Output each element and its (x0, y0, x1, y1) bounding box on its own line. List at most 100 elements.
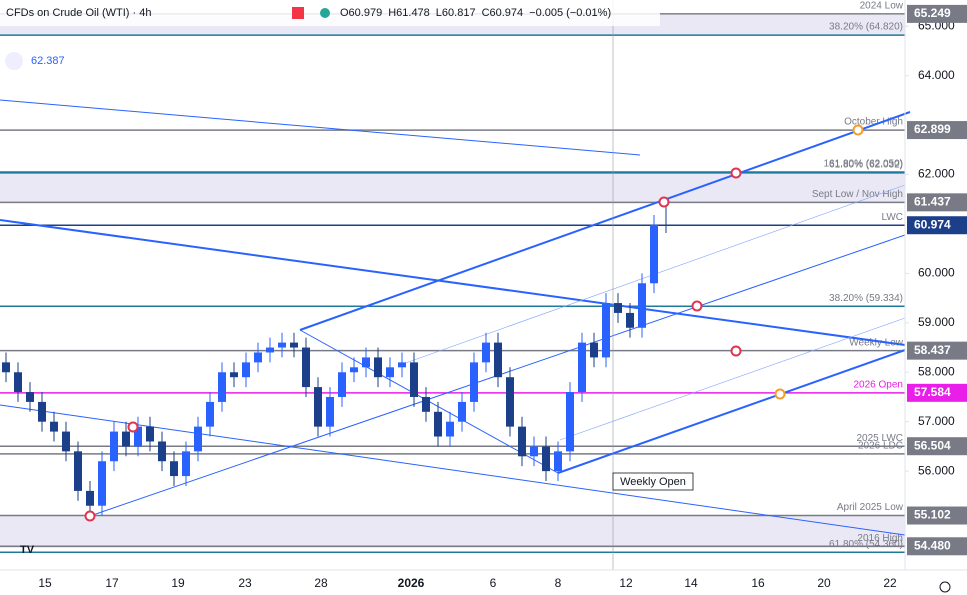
candle-body (338, 372, 346, 397)
candle-body (482, 342, 490, 363)
logo: TV (20, 544, 35, 556)
x-tick-label: 15 (38, 576, 52, 590)
price-tag (907, 4, 967, 23)
y-tick-label: 56.000 (918, 463, 955, 477)
y-tick-label: 57.000 (918, 414, 955, 428)
channel-bottom (557, 349, 906, 474)
x-tick-label: 8 (555, 576, 562, 590)
candle-body (578, 342, 586, 393)
price-tag-label: 55.102 (914, 508, 951, 522)
candle-body (398, 362, 406, 368)
candle-body (158, 441, 166, 462)
ohlc-value: −0.005 (−0.01%) (529, 7, 611, 19)
candle-body (206, 401, 214, 427)
price-tag-label: 65.249 (914, 6, 951, 20)
candle-body (410, 362, 418, 397)
y-tick-label: 64.000 (918, 68, 955, 82)
annotation: Weekly Open (620, 476, 686, 488)
level-label: Sept Low / Nov High (812, 189, 903, 200)
candle-body (386, 367, 394, 378)
candle-body (434, 411, 442, 437)
title: CFDs on Crude Oil (WTI) · 4h (6, 7, 151, 19)
ohlc-value: L60.817 (436, 7, 476, 19)
y-tick-label: 59.000 (918, 315, 955, 329)
candle-body (302, 347, 310, 388)
trendlines (0, 99, 911, 536)
candle-body (74, 451, 82, 491)
price-tag-label: 54.480 (914, 538, 951, 552)
price-tag-label: 58.437 (914, 343, 951, 357)
ohlc-value: O60.979 (340, 7, 382, 19)
price-tag (907, 437, 967, 456)
price-tag (907, 193, 967, 212)
price-tag-label: 56.504 (914, 438, 951, 452)
candle-body (458, 401, 466, 422)
candle-body (374, 357, 382, 378)
level-label: 38.20% (64.820) (829, 22, 903, 33)
candle-body (290, 342, 298, 348)
candle-body (542, 446, 550, 472)
x-tick-label: 19 (171, 576, 185, 590)
price-tag-label: 62.899 (914, 122, 951, 136)
price-tag (907, 537, 967, 556)
ohlc-value: C60.974 (482, 7, 524, 19)
zone (0, 172, 905, 203)
x-tick-label: 14 (684, 576, 698, 590)
candle-body (470, 362, 478, 402)
level-label: 61.80% (62.032) (829, 160, 903, 171)
candle-body (506, 377, 514, 427)
candle-body (62, 431, 70, 452)
price-tag (907, 506, 967, 525)
marker (730, 167, 742, 179)
price-tag (907, 121, 967, 140)
x-tick-label: 20 (817, 576, 831, 590)
candle-body (326, 396, 334, 427)
marker (658, 196, 670, 208)
marker (852, 124, 864, 136)
price-tag (907, 216, 967, 235)
level-label: October High (844, 117, 903, 128)
candle-body (254, 352, 262, 363)
candle-body (86, 490, 94, 506)
trendline (0, 219, 906, 346)
candle-body (146, 426, 154, 442)
marker (774, 388, 786, 400)
candle-body (650, 224, 658, 284)
x-tick-label: 16 (751, 576, 765, 590)
candle-body (362, 357, 370, 368)
candle-body (626, 312, 634, 328)
candle-body (182, 451, 190, 477)
price-tag-label: 61.437 (914, 195, 951, 209)
marker (84, 510, 96, 522)
candle-body (266, 347, 274, 353)
annotation-box (612, 472, 694, 491)
trendline (559, 317, 906, 441)
candle-body (662, 224, 670, 226)
candle-body (242, 362, 250, 378)
candle-body (2, 362, 10, 373)
candle-body (134, 426, 142, 447)
candle-body (26, 392, 34, 402)
level-label: 38.20% (59.334) (829, 293, 903, 304)
x-tick-label: 2026 (398, 576, 425, 590)
price-tag-label: 60.974 (914, 217, 951, 231)
x-tick-label: 17 (105, 576, 119, 590)
level-label: 2026 Open (854, 379, 904, 390)
candle-body (614, 303, 622, 313)
x-tick-label: 28 (314, 576, 328, 590)
flag (292, 7, 304, 19)
indicator-icon (5, 52, 23, 70)
x-tick-label: 12 (619, 576, 633, 590)
candle-body (14, 372, 22, 393)
candle-body (170, 461, 178, 477)
channel-top (299, 111, 911, 331)
price-tag (907, 383, 967, 402)
candle-body (38, 401, 46, 422)
candle-body (194, 426, 202, 452)
settings-icon[interactable] (939, 581, 951, 593)
candle-body (638, 283, 646, 328)
candle-body (590, 342, 598, 358)
candle-body (554, 451, 562, 472)
level-label: 2016 High (857, 533, 903, 544)
